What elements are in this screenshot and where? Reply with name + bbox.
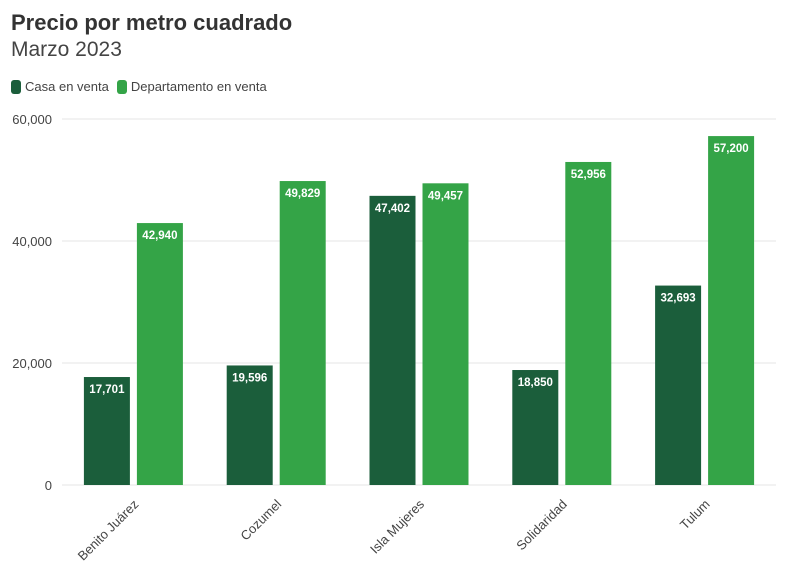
legend-label: Departamento en venta bbox=[130, 79, 267, 94]
bar bbox=[226, 365, 273, 485]
bar bbox=[136, 223, 183, 486]
data-label: 52,956 bbox=[571, 169, 606, 181]
y-tick-label: 40,000 bbox=[12, 234, 52, 249]
data-label: 49,829 bbox=[285, 188, 320, 200]
data-label: 42,940 bbox=[142, 230, 177, 242]
y-tick-label: 0 bbox=[45, 478, 52, 493]
chart-title: Precio por metro cuadrado bbox=[11, 10, 293, 35]
x-tick-label: Benito Juárez bbox=[75, 497, 142, 564]
y-tick-label: 20,000 bbox=[12, 356, 52, 371]
legend-label: Casa en venta bbox=[25, 79, 109, 94]
x-tick-label: Isla Mujeres bbox=[367, 496, 428, 557]
data-label: 19,596 bbox=[232, 372, 267, 384]
bar bbox=[655, 285, 702, 485]
data-label: 49,457 bbox=[428, 190, 463, 202]
bar bbox=[422, 183, 469, 485]
x-tick-label: Cozumel bbox=[237, 496, 284, 543]
legend-swatch bbox=[116, 79, 127, 94]
bar bbox=[369, 195, 416, 486]
data-label: 18,850 bbox=[518, 377, 553, 389]
data-label: 17,701 bbox=[89, 384, 125, 396]
bar bbox=[565, 161, 612, 486]
data-label: 47,402 bbox=[375, 203, 410, 215]
x-tick-label: Tulum bbox=[677, 497, 713, 533]
x-tick-label: Solidaridad bbox=[513, 497, 570, 554]
bar bbox=[279, 181, 326, 486]
legend: Casa en venta Departamento en venta bbox=[11, 79, 267, 94]
legend-swatch bbox=[11, 79, 21, 94]
bar bbox=[83, 377, 130, 485]
legend-item-departamento: Departamento en venta bbox=[116, 79, 267, 94]
bar bbox=[708, 136, 755, 485]
data-label: 57,200 bbox=[714, 143, 749, 155]
legend-item-casa: Casa en venta bbox=[11, 79, 109, 94]
y-tick-label: 60,000 bbox=[12, 112, 52, 127]
chart-subtitle: Marzo 2023 bbox=[11, 38, 122, 61]
bar bbox=[512, 370, 559, 485]
data-label: 32,693 bbox=[661, 293, 696, 305]
